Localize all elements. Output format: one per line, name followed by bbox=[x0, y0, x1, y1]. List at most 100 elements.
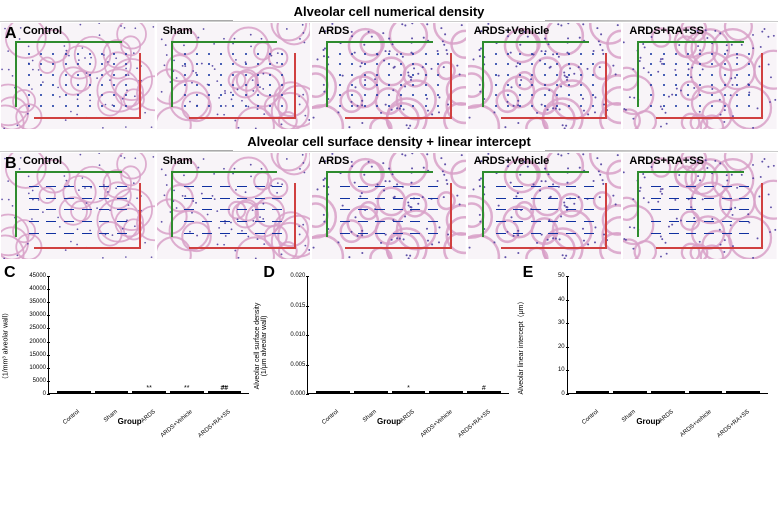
counting-frame bbox=[326, 41, 452, 119]
y-tick: 50 bbox=[535, 273, 565, 279]
point-grid bbox=[490, 49, 600, 111]
panel-group-label: ARDS bbox=[318, 25, 349, 37]
y-tick: 0 bbox=[16, 391, 46, 397]
bar bbox=[689, 391, 723, 393]
panel-letter: B bbox=[5, 155, 17, 173]
y-tick: 0.020 bbox=[275, 273, 305, 279]
y-tick: 0.000 bbox=[275, 391, 305, 397]
y-tick: 0.005 bbox=[275, 362, 305, 368]
y-tick: 35000 bbox=[16, 299, 46, 305]
bar: ##** bbox=[208, 391, 242, 393]
panel-group-label: ARDS+Vehicle bbox=[474, 25, 550, 37]
bars-container: *# bbox=[308, 276, 508, 393]
y-tick: 15000 bbox=[16, 352, 46, 358]
panel-group-label: ARDS+Vehicle bbox=[474, 155, 550, 167]
bar bbox=[429, 391, 463, 393]
x-tick: ARDS bbox=[658, 398, 698, 437]
significance-marker: ** bbox=[184, 385, 189, 392]
panel-row-b: B Control Sham ARDS ARDS+Vehicle ARDS+RA+SS bbox=[0, 152, 778, 260]
y-ticks: 0500010000150002000025000300003500040000… bbox=[32, 276, 46, 394]
x-tick: Control bbox=[583, 398, 623, 437]
x-tick: ARDS+RA+SS bbox=[734, 398, 774, 437]
bars-container bbox=[568, 276, 768, 393]
y-tick: 0 bbox=[535, 391, 565, 397]
bar bbox=[726, 391, 760, 393]
y-tick: 40000 bbox=[16, 286, 46, 292]
panel-group-label: Control bbox=[23, 155, 62, 167]
y-tick: 5000 bbox=[16, 378, 46, 384]
y-tick: 0.015 bbox=[275, 303, 305, 309]
y-tick: 45000 bbox=[16, 273, 46, 279]
x-axis-label: Group bbox=[118, 417, 142, 426]
histology-panel: ARDS+RA+SS bbox=[622, 152, 778, 260]
counting-frame bbox=[15, 171, 141, 249]
section-title-a: Alveolar cell numerical density bbox=[0, 0, 778, 22]
line-probes bbox=[25, 181, 131, 239]
bar: * bbox=[392, 391, 426, 393]
counting-frame bbox=[637, 41, 763, 119]
plot-area bbox=[567, 276, 768, 394]
counting-frame bbox=[482, 171, 608, 249]
x-tick: Control bbox=[323, 398, 363, 437]
histology-panel: ARDS bbox=[311, 152, 467, 260]
x-tick: ARDS bbox=[140, 398, 180, 437]
histology-panel: ARDS+Vehicle bbox=[467, 152, 623, 260]
bar bbox=[95, 391, 129, 393]
x-axis-label: Group bbox=[377, 417, 401, 426]
point-grid bbox=[23, 49, 133, 111]
bar bbox=[576, 391, 610, 393]
x-tick: ARDS+RA+SS bbox=[475, 398, 515, 437]
chart-d: D Alveolar cell surface density(1/μm alv… bbox=[263, 266, 514, 426]
significance-marker: # bbox=[482, 385, 486, 392]
counting-frame bbox=[15, 41, 141, 119]
bar bbox=[613, 391, 647, 393]
x-ticks: ControlShamARDSARDS+VehicleARDS+RA+SS bbox=[48, 394, 249, 416]
panel-group-label: Sham bbox=[163, 25, 193, 37]
y-tick: 20 bbox=[535, 344, 565, 350]
chart-c: C Alveolar cell numerical density（1/mm³ … bbox=[4, 266, 255, 426]
y-tick: 0.010 bbox=[275, 332, 305, 338]
x-ticks: ControlShamARDSARDS+vehicleARDS+RA+SS bbox=[567, 394, 768, 416]
section-title-b: Alveolar cell surface density + linear i… bbox=[0, 130, 778, 152]
panel-group-label: Sham bbox=[163, 155, 193, 167]
significance-marker: ** bbox=[146, 385, 151, 392]
x-tick: ARDS+Vehicle bbox=[177, 398, 217, 437]
counting-frame bbox=[482, 41, 608, 119]
bars-container: ****##** bbox=[49, 276, 249, 393]
counting-frame bbox=[326, 171, 452, 249]
point-grid bbox=[645, 49, 755, 111]
point-grid bbox=[179, 49, 289, 111]
y-tick: 10000 bbox=[16, 365, 46, 371]
x-ticks: ControlShamARDSARDS+VehicleARDS+RA+SS bbox=[307, 394, 508, 416]
panel-row-a: AControl Sham ARDS ARDS+Vehicle ARDS+RA+SS bbox=[0, 22, 778, 130]
counting-frame bbox=[171, 41, 297, 119]
charts-row: C Alveolar cell numerical density（1/mm³ … bbox=[0, 260, 778, 428]
histology-panel: ARDS+RA+SS bbox=[622, 22, 778, 130]
plot-area: *# bbox=[307, 276, 508, 394]
y-tick: 10 bbox=[535, 367, 565, 373]
significance-marker: * bbox=[407, 385, 410, 392]
y-ticks: 01020304050 bbox=[551, 276, 565, 394]
panel-letter-d: D bbox=[263, 264, 275, 282]
y-tick: 25000 bbox=[16, 325, 46, 331]
histology-panel: Sham bbox=[156, 152, 312, 260]
y-tick: 20000 bbox=[16, 339, 46, 345]
line-probes bbox=[336, 181, 442, 239]
significance-marker: ** bbox=[222, 385, 227, 392]
y-tick: 30000 bbox=[16, 312, 46, 318]
counting-frame bbox=[171, 171, 297, 249]
plot-area: ****##** bbox=[48, 276, 249, 394]
bar bbox=[316, 391, 350, 393]
x-tick: Control bbox=[64, 398, 104, 437]
bar bbox=[651, 391, 685, 393]
line-probes bbox=[181, 181, 287, 239]
panel-group-label: ARDS+RA+SS bbox=[629, 25, 704, 37]
panel-letter-c: C bbox=[4, 264, 16, 282]
bar bbox=[57, 391, 91, 393]
bar: # bbox=[467, 391, 501, 393]
line-probes bbox=[492, 181, 598, 239]
panel-group-label: ARDS+RA+SS bbox=[629, 155, 704, 167]
y-tick: 40 bbox=[535, 297, 565, 303]
histology-panel: AControl bbox=[0, 22, 156, 130]
bar: ** bbox=[132, 391, 166, 393]
